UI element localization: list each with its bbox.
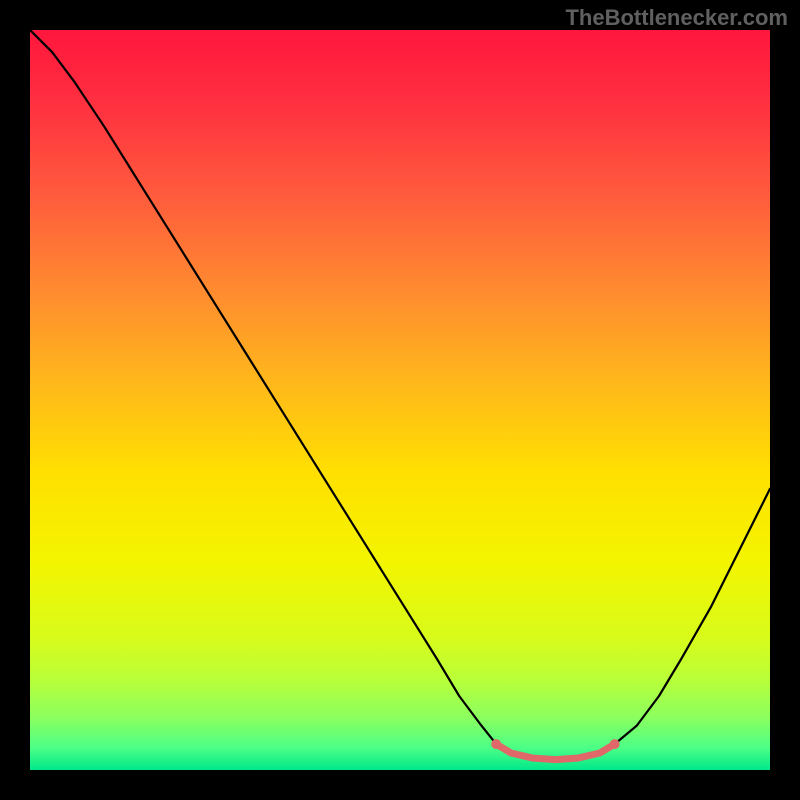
chart-container: TheBottlenecker.com [0, 0, 800, 800]
bottleneck-curve [30, 30, 770, 760]
attribution-text: TheBottlenecker.com [565, 5, 788, 31]
optimal-range-end-marker [610, 739, 620, 749]
plot-area [30, 30, 770, 770]
optimal-range-segment [496, 744, 614, 760]
curve-layer [30, 30, 770, 770]
